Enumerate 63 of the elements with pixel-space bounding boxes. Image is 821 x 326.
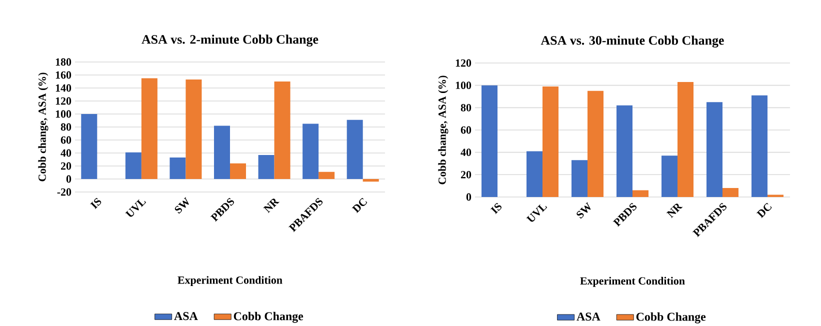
bar bbox=[186, 79, 202, 179]
bar bbox=[751, 95, 768, 197]
y-tick-label: 60 bbox=[60, 136, 72, 144]
bar bbox=[677, 82, 694, 197]
bar bbox=[230, 163, 246, 179]
y-tick-label: 80 bbox=[460, 104, 472, 112]
x-tick-label: DC bbox=[756, 202, 772, 218]
y-tick-label: -20 bbox=[57, 188, 72, 196]
x-tick-label: UVL bbox=[125, 199, 146, 217]
y-tick-label: 160 bbox=[56, 71, 72, 79]
y-tick-label: 100 bbox=[56, 110, 72, 118]
y-tick-label: 180 bbox=[56, 58, 72, 66]
y-tick-label: 140 bbox=[56, 84, 72, 92]
y-tick-label: 60 bbox=[460, 126, 472, 134]
x-axis-title: Experiment Condition bbox=[580, 276, 685, 287]
bar bbox=[125, 152, 142, 179]
x-tick-label: NR bbox=[666, 204, 683, 218]
chart-title: ASA vs. 2-minute Cobb Change bbox=[142, 34, 318, 46]
y-tick-label: 20 bbox=[60, 162, 72, 170]
bar bbox=[302, 124, 319, 179]
x-tick-label: DC bbox=[352, 198, 368, 214]
y-tick-label: 0 bbox=[466, 193, 472, 201]
y-axis-title: Cobb change, ASA (%) bbox=[438, 76, 448, 184]
legend-label: ASA bbox=[174, 312, 198, 320]
bar bbox=[274, 81, 290, 179]
bar bbox=[170, 157, 186, 179]
x-axis-title: Experiment Condition bbox=[178, 276, 282, 286]
legend-label: ASA bbox=[576, 312, 600, 321]
bar bbox=[346, 120, 363, 179]
y-tick-label: 40 bbox=[460, 148, 472, 156]
legend-label: Cobb Change bbox=[636, 312, 706, 324]
chart-title: ASA vs. 30-minute Cobb Change bbox=[540, 36, 724, 48]
y-tick-label: 80 bbox=[60, 123, 72, 131]
legend-label: Cobb Change bbox=[234, 312, 304, 323]
x-tick-label: UVL bbox=[526, 204, 548, 222]
bar bbox=[214, 126, 230, 179]
x-tick-label: IS bbox=[490, 202, 502, 214]
bar bbox=[662, 156, 678, 197]
x-tick-label: SW bbox=[174, 197, 189, 214]
bar bbox=[482, 85, 498, 197]
bar bbox=[632, 190, 648, 197]
y-tick-label: 120 bbox=[56, 97, 72, 105]
y-tick-label: 120 bbox=[456, 59, 472, 67]
bar bbox=[722, 188, 738, 197]
bar bbox=[318, 172, 335, 179]
y-axis-title: Cobb change, ASA (%) bbox=[38, 72, 48, 182]
bar bbox=[362, 178, 379, 182]
x-tick-label: NR bbox=[263, 198, 280, 214]
x-tick-label: IS bbox=[90, 198, 102, 210]
bar bbox=[706, 102, 722, 197]
bar bbox=[588, 90, 604, 197]
bar bbox=[141, 78, 158, 179]
bar bbox=[572, 160, 588, 197]
y-tick-label: 0 bbox=[66, 175, 72, 183]
bar bbox=[258, 154, 274, 179]
bar bbox=[542, 86, 558, 197]
bar bbox=[526, 151, 542, 197]
bar bbox=[616, 105, 632, 197]
x-tick-label: SW bbox=[576, 202, 591, 218]
y-tick-label: 40 bbox=[60, 149, 72, 157]
bar bbox=[81, 114, 98, 179]
y-tick-label: 100 bbox=[456, 82, 472, 89]
y-tick-label: 20 bbox=[460, 170, 472, 178]
